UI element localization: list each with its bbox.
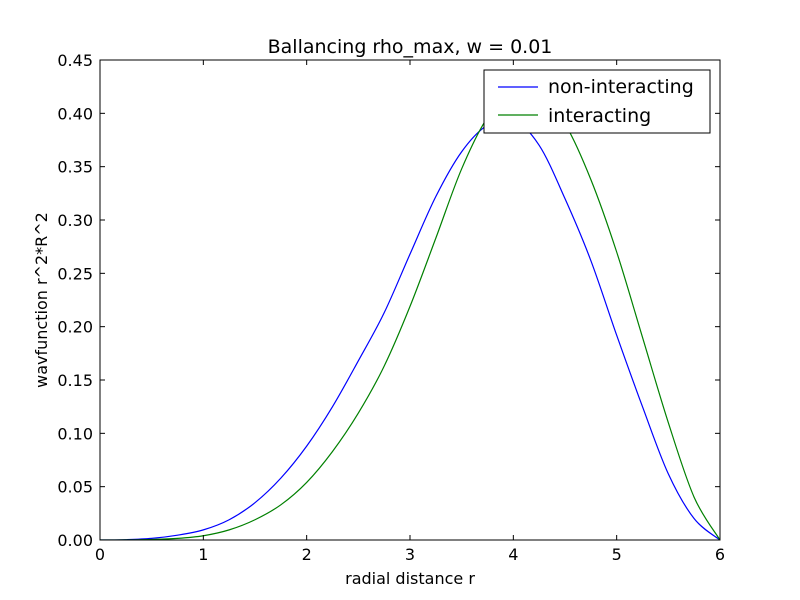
y-tick-label: 0.40 <box>57 104 93 123</box>
x-tick-label: 4 <box>508 545 518 564</box>
y-tick-label: 0.20 <box>57 318 93 337</box>
y-tick-label: 0.00 <box>57 531 93 550</box>
x-tick-label: 2 <box>302 545 312 564</box>
x-tick-label: 6 <box>715 545 725 564</box>
legend-label-non-interacting: non-interacting <box>548 76 694 98</box>
y-tick-label: 0.35 <box>57 158 93 177</box>
y-tick-label: 0.30 <box>57 211 93 230</box>
x-axis: 0 1 2 3 4 5 6 <box>95 60 725 564</box>
x-tick-label: 1 <box>198 545 208 564</box>
chart-title: Ballancing rho_max, w = 0.01 <box>268 36 553 58</box>
legend: non-interacting interacting <box>483 69 711 134</box>
y-tick-label: 0.10 <box>57 424 93 443</box>
y-axis: 0.00 0.05 0.10 0.15 0.20 0.25 0.30 0.35 0.40 0.45 <box>57 51 720 550</box>
legend-label-interacting: interacting <box>548 105 651 127</box>
x-tick-label: 3 <box>405 545 415 564</box>
series-line-interacting <box>100 91 720 540</box>
y-tick-label: 0.15 <box>57 371 93 390</box>
y-axis-label: wavfunction r^2*R^2 <box>32 212 51 388</box>
y-tick-label: 0.05 <box>57 478 93 497</box>
x-axis-label: radial distance r <box>345 569 475 588</box>
x-tick-label: 5 <box>612 545 622 564</box>
series-line-non-interacting <box>100 117 720 540</box>
y-tick-label: 0.45 <box>57 51 93 70</box>
x-tick-label: 0 <box>95 545 105 564</box>
y-tick-label: 0.25 <box>57 264 93 283</box>
plot-area <box>100 91 720 540</box>
legend-box <box>483 69 711 134</box>
